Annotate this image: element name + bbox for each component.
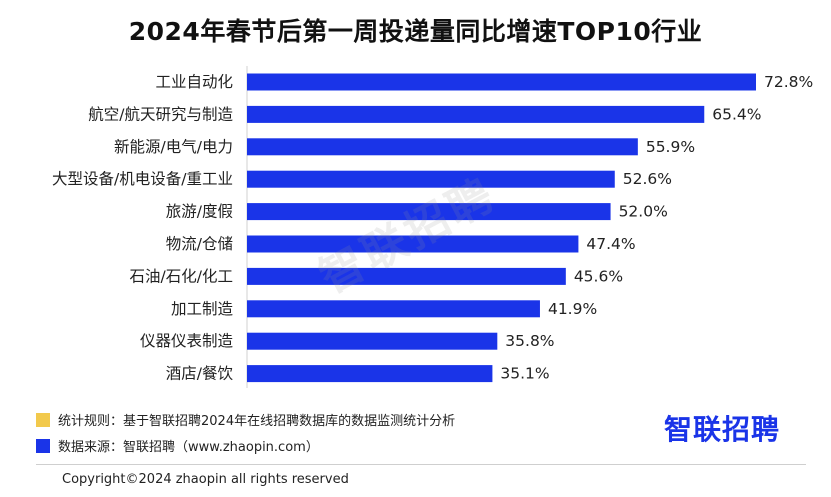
bar <box>247 170 615 188</box>
zhaopin-logo: 智联招聘 <box>664 413 781 446</box>
value-label: 52.6% <box>623 170 672 188</box>
bar <box>247 235 579 253</box>
value-label: 35.8% <box>505 332 554 350</box>
legend-rule: 统计规则：基于智联招聘2024年在线招聘数据库的数据监测统计分析 <box>36 410 455 429</box>
category-label: 加工制造 <box>171 300 234 318</box>
category-label: 工业自动化 <box>155 73 233 91</box>
bar <box>247 332 498 350</box>
bar-chart: 工业自动化 72.8% 航空/航天研究与制造 65.4% 新能源/电气/电力 55.9% 大… <box>52 66 813 388</box>
value-label: 55.9% <box>646 138 695 156</box>
bar <box>247 365 493 383</box>
category-label: 物流/仓储 <box>166 235 233 253</box>
legend-rule-text: 统计规则：基于智联招聘2024年在线招聘数据库的数据监测统计分析 <box>58 414 456 429</box>
value-label: 52.0% <box>619 203 668 221</box>
chart-title: 2024年春节后第一周投递量同比增速TOP10行业 <box>128 17 703 46</box>
legend-source-text: 数据来源：智联招聘（www.zhaopin.com） <box>58 440 319 455</box>
bar <box>247 105 705 123</box>
bars-group: 工业自动化 72.8% 航空/航天研究与制造 65.4% 新能源/电气/电力 55.9% 大… <box>52 73 813 383</box>
value-label: 35.1% <box>500 365 549 383</box>
value-label: 41.9% <box>548 300 597 318</box>
bar <box>247 203 611 221</box>
bar <box>247 267 566 285</box>
bar <box>247 73 756 91</box>
category-label: 航空/航天研究与制造 <box>88 105 233 123</box>
category-label: 大型设备/机电设备/重工业 <box>52 170 233 188</box>
bar <box>247 138 638 156</box>
category-label: 旅游/度假 <box>166 203 233 221</box>
category-label: 新能源/电气/电力 <box>114 138 233 156</box>
legend-swatch-rule <box>36 412 50 427</box>
value-label: 65.4% <box>712 105 761 123</box>
category-label: 仪器仪表制造 <box>140 332 234 350</box>
value-label: 47.4% <box>586 235 635 253</box>
category-label: 酒店/餐饮 <box>166 365 234 383</box>
value-label: 72.8% <box>764 73 813 91</box>
value-label: 45.6% <box>574 267 623 285</box>
footer-divider <box>36 464 806 465</box>
bar <box>247 300 540 318</box>
legend-source: 数据来源：智联招聘（www.zhaopin.com） <box>36 436 319 455</box>
copyright-text: Copyright©2024 zhaopin all rights reserv… <box>62 472 349 487</box>
legend-swatch-source <box>36 438 50 453</box>
category-label: 石油/石化/化工 <box>130 267 233 285</box>
